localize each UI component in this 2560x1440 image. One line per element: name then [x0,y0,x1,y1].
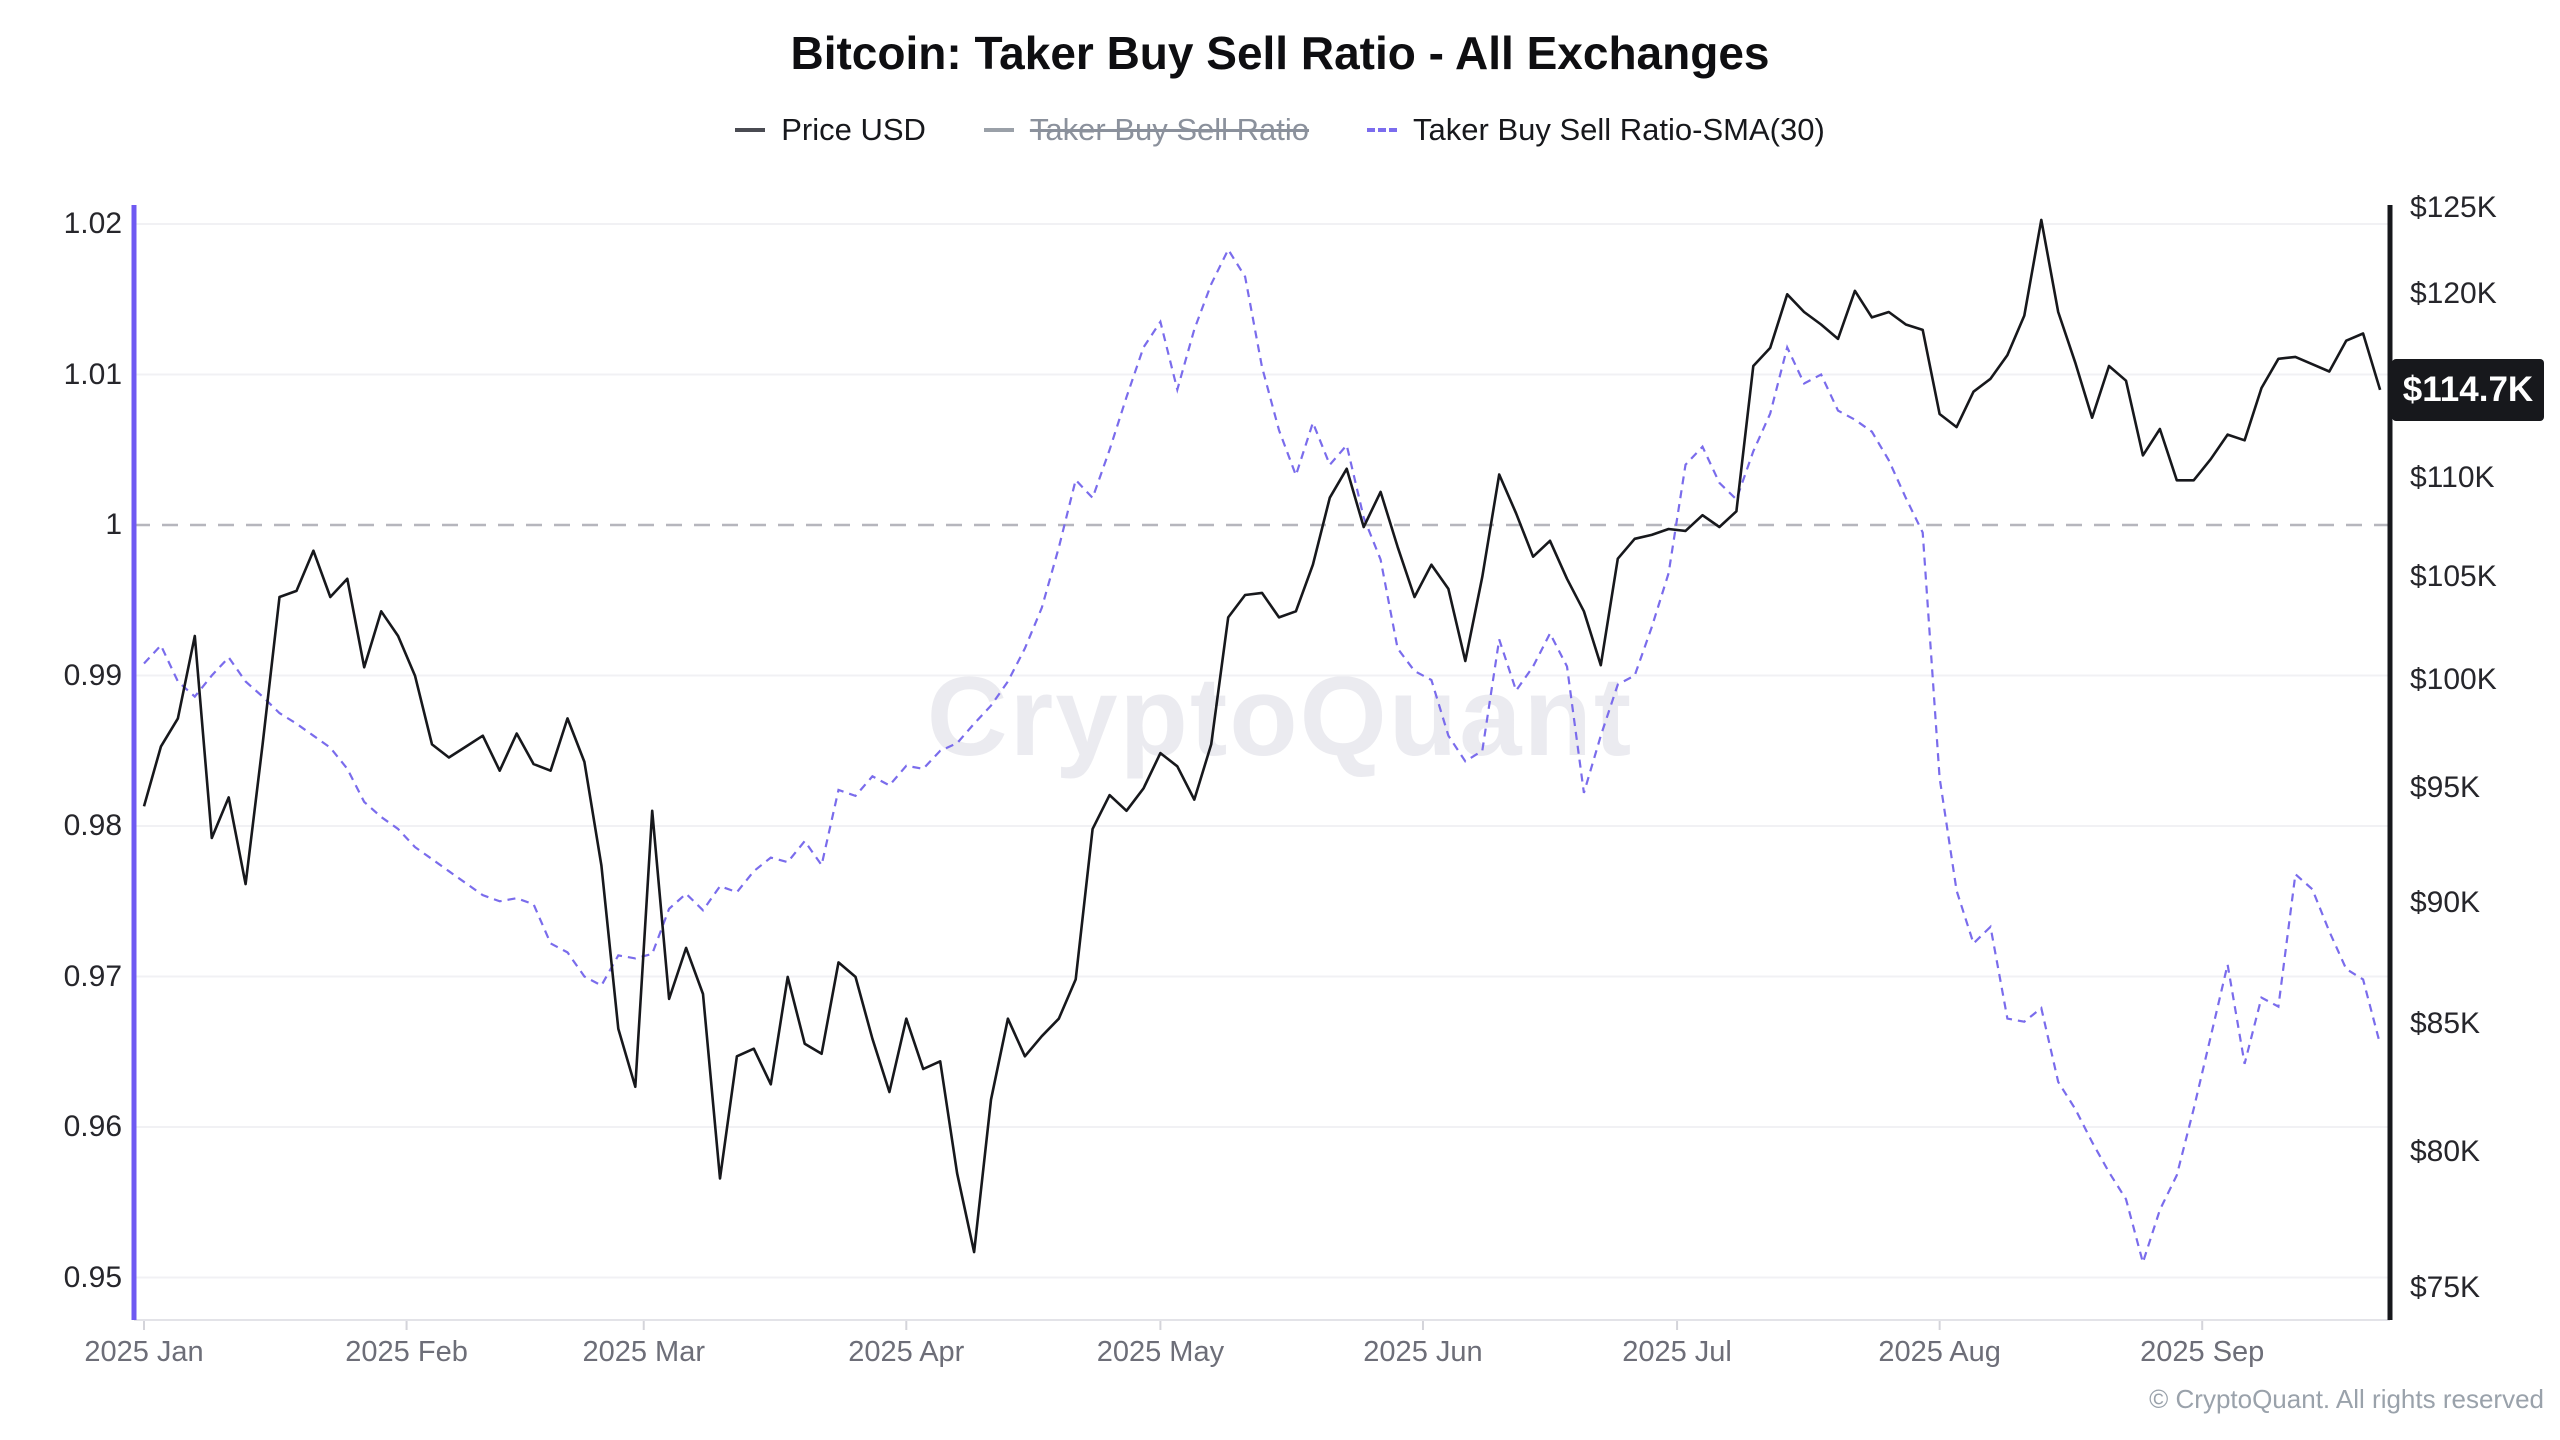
left-axis-tick-label: 1.01 [63,357,122,391]
legend-item-price-usd[interactable]: Price USD [735,112,926,148]
line-swatch-icon [983,128,1014,132]
right-axis-tick-label: $85K [2410,1006,2481,1040]
right-axis-tick-label: $75K [2410,1271,2481,1305]
taker-buy-sell-ratio-sma30-line [143,247,2382,1267]
x-axis-label: 2025 May [1096,1336,1225,1368]
legend-label: Taker Buy Sell Ratio-SMA(30) [1413,112,1825,147]
left-axis-tick-label: 1 [105,508,122,541]
last-price-badge: $114.7K [2392,358,2544,421]
x-axis-label: 2025 Jan [84,1336,204,1368]
right-axis-tick-label: $95K [2410,771,2481,805]
gridlines [134,223,2390,1279]
price-usd-line [142,218,2382,1254]
left-axis-tick-label: 1.02 [63,207,122,240]
right-axis-tick-label: $90K [2410,885,2481,919]
left-axis-tick-label: 0.99 [63,658,122,692]
legend-label: Price USD [781,112,926,147]
x-axis-label: 2025 Jun [1363,1336,1483,1368]
left-axis-tick-label: 0.96 [63,1110,122,1143]
legend-item-taker-buy-sell-ratio-sma-30-[interactable]: Taker Buy Sell Ratio-SMA(30) [1367,112,1825,148]
x-axis-label: 2025 Jul [1622,1336,1732,1368]
left-axis-tick-label: 0.97 [63,959,122,993]
right-axis-tick-label: $80K [2410,1134,2481,1168]
x-axis-label: 2025 Aug [1878,1336,2001,1368]
x-axis-label: 2025 Mar [582,1336,705,1368]
line-swatch-icon [735,128,766,132]
legend-label: Taker Buy Sell Ratio [1029,112,1310,147]
left-axis-tick-label: 0.95 [63,1260,122,1294]
dotted-line-icon [1367,128,1398,132]
right-axis-tick-label: $120K [2410,277,2497,311]
right-axis-tick-label: $105K [2410,559,2497,593]
x-axis-label: 2025 Sep [2140,1336,2265,1368]
x-axis-ticks [143,1320,2204,1330]
legend: Price USD Taker Buy Sell Ratio Taker Buy S… [0,112,2560,148]
right-axis-tick-label: $100K [2410,662,2497,696]
left-axis-tick-label: 0.98 [63,809,122,842]
right-axis-tick-label: $110K [2410,461,2495,495]
legend-item-taker-buy-sell-ratio[interactable]: Taker Buy Sell Ratio [983,112,1310,148]
x-axis-label: 2025 Apr [848,1336,965,1368]
copyright-text: © CryptoQuant. All rights reserved [2149,1384,2544,1414]
right-axis-tick-label: $125K [2410,191,2497,224]
x-axis-label: 2025 Feb [345,1336,468,1368]
page-title: Bitcoin: Taker Buy Sell Ratio - All Exch… [790,27,1770,79]
